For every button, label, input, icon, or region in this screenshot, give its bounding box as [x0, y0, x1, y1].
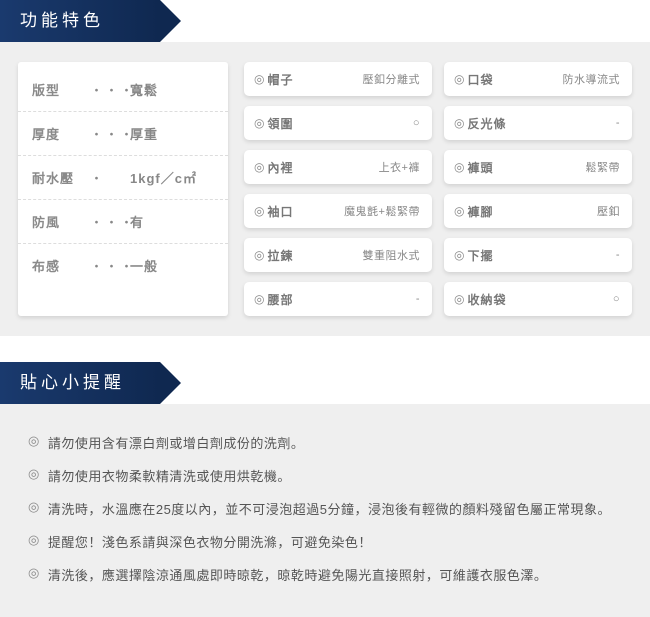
pill-label: 下擺	[467, 247, 493, 264]
reminder-line: ◎ 請勿使用衣物柔軟精清洗或使用烘乾機。	[28, 459, 622, 492]
spec-dots: ・・・	[90, 124, 130, 143]
bullet-icon: ◎	[454, 292, 464, 306]
bullet-icon: ◎	[28, 466, 40, 485]
pill-label: 收納袋	[467, 291, 506, 308]
section-title: 貼心小提醒	[20, 373, 125, 392]
pill-value: ○	[613, 293, 620, 305]
bullet-icon: ◎	[454, 248, 464, 262]
section-spacer	[0, 336, 650, 362]
pill-label: 帽子	[267, 71, 293, 88]
bullet-icon: ◎	[254, 72, 264, 86]
spec-label: 布感	[32, 256, 90, 275]
spec-row: 厚度 ・・・ 厚重	[18, 111, 228, 155]
pill-value: 壓釦	[597, 203, 620, 219]
bullet-icon: ◎	[454, 116, 464, 130]
bullet-icon: ◎	[28, 433, 40, 452]
reminders-panel: ◎ 請勿使用含有漂白劑或增白劑成份的洗劑。 ◎ 請勿使用衣物柔軟精清洗或使用烘乾機。…	[0, 404, 650, 617]
reminder-text: 提醒您！淺色系請與深色衣物分開洗滌，可避免染色！	[48, 532, 372, 551]
pill-label: 褲頭	[467, 159, 493, 176]
reminder-line: ◎ 清洗後，應選擇陰涼通風處即時晾乾，晾乾時避免陽光直接照射，可維護衣服色澤。	[28, 558, 622, 591]
feature-pill: ◎領圍 ○	[244, 106, 432, 140]
spec-dots: ・・・	[90, 80, 130, 99]
pill-label: 袖口	[267, 203, 293, 220]
feature-pill: ◎袖口 魔鬼氈+鬆緊帶	[244, 194, 432, 228]
pill-label: 腰部	[267, 291, 293, 308]
pill-label: 拉鍊	[267, 247, 293, 264]
spec-value: 厚重	[130, 124, 214, 143]
reminder-line: ◎ 請勿使用含有漂白劑或增白劑成份的洗劑。	[28, 426, 622, 459]
spec-label: 厚度	[32, 124, 90, 143]
pill-label: 領圍	[267, 115, 293, 132]
pill-value: -	[416, 293, 420, 305]
pill-value: 魔鬼氈+鬆緊帶	[344, 203, 420, 219]
spec-dots: ・	[90, 168, 130, 187]
spec-value: 有	[130, 212, 214, 231]
bullet-icon: ◎	[454, 160, 464, 174]
pill-value: ○	[413, 117, 420, 129]
feature-pill: ◎褲腳 壓釦	[444, 194, 632, 228]
feature-pill: ◎內裡 上衣+褲	[244, 150, 432, 184]
pill-value: -	[616, 117, 620, 129]
spec-card: 版型 ・・・ 寬鬆 厚度 ・・・ 厚重 耐水壓 ・ 1kgf／c㎡ 防風 ・・・…	[18, 62, 228, 316]
bullet-icon: ◎	[254, 204, 264, 218]
features-panel: 版型 ・・・ 寬鬆 厚度 ・・・ 厚重 耐水壓 ・ 1kgf／c㎡ 防風 ・・・…	[0, 42, 650, 336]
reminder-text: 請勿使用衣物柔軟精清洗或使用烘乾機。	[48, 466, 291, 485]
bullet-icon: ◎	[254, 160, 264, 174]
spec-dots: ・・・	[90, 212, 130, 231]
reminder-text: 清洗後，應選擇陰涼通風處即時晾乾，晾乾時避免陽光直接照射，可維護衣服色澤。	[48, 565, 548, 584]
pill-value: 壓釦分離式	[363, 71, 421, 87]
pill-grid: ◎帽子壓釦分離式 ◎口袋防水導流式 ◎領圍○ ◎反光條- ◎內裡上衣+褲 ◎褲頭…	[244, 62, 632, 316]
feature-pill: ◎收納袋 ○	[444, 282, 632, 316]
bullet-icon: ◎	[254, 248, 264, 262]
reminder-text: 請勿使用含有漂白劑或增白劑成份的洗劑。	[48, 433, 305, 452]
feature-pill: ◎褲頭 鬆緊帶	[444, 150, 632, 184]
spec-row: 版型 ・・・ 寬鬆	[18, 68, 228, 111]
feature-pill: ◎口袋 防水導流式	[444, 62, 632, 96]
pill-label: 口袋	[467, 71, 493, 88]
spec-value: 寬鬆	[130, 80, 214, 99]
pill-label: 褲腳	[467, 203, 493, 220]
section-title: 功能特色	[20, 11, 104, 30]
bullet-icon: ◎	[254, 292, 264, 306]
pill-value: 雙重阻水式	[363, 247, 421, 263]
spec-label: 版型	[32, 80, 90, 99]
spec-row: 耐水壓 ・ 1kgf／c㎡	[18, 155, 228, 199]
bullet-icon: ◎	[28, 565, 40, 584]
feature-pill: ◎帽子 壓釦分離式	[244, 62, 432, 96]
feature-pill: ◎下擺 -	[444, 238, 632, 272]
reminder-line: ◎ 提醒您！淺色系請與深色衣物分開洗滌，可避免染色！	[28, 525, 622, 558]
bullet-icon: ◎	[454, 72, 464, 86]
spec-row: 布感 ・・・ 一般	[18, 243, 228, 287]
bullet-icon: ◎	[454, 204, 464, 218]
spec-value: 一般	[130, 256, 214, 275]
spec-value: 1kgf／c㎡	[130, 168, 214, 187]
feature-pill: ◎拉鍊 雙重阻水式	[244, 238, 432, 272]
pill-value: 鬆緊帶	[586, 159, 621, 175]
reminder-text: 清洗時，水溫應在25度以內，並不可浸泡超過5分鐘，浸泡後有輕微的顏料殘留色屬正常…	[48, 499, 611, 518]
pill-value: 上衣+褲	[379, 159, 420, 175]
pill-label: 內裡	[267, 159, 293, 176]
feature-pill: ◎腰部 -	[244, 282, 432, 316]
feature-pill: ◎反光條 -	[444, 106, 632, 140]
pill-value: 防水導流式	[563, 71, 621, 87]
bullet-icon: ◎	[28, 499, 40, 518]
bullet-icon: ◎	[254, 116, 264, 130]
pill-value: -	[616, 249, 620, 261]
reminder-line: ◎ 清洗時，水溫應在25度以內，並不可浸泡超過5分鐘，浸泡後有輕微的顏料殘留色屬正…	[28, 492, 622, 525]
spec-dots: ・・・	[90, 256, 130, 275]
spec-row: 防風 ・・・ 有	[18, 199, 228, 243]
section-header-reminders: 貼心小提醒	[0, 362, 160, 404]
pill-label: 反光條	[467, 115, 506, 132]
section-header-features: 功能特色	[0, 0, 160, 42]
spec-label: 耐水壓	[32, 168, 90, 187]
bullet-icon: ◎	[28, 532, 40, 551]
spec-label: 防風	[32, 212, 90, 231]
